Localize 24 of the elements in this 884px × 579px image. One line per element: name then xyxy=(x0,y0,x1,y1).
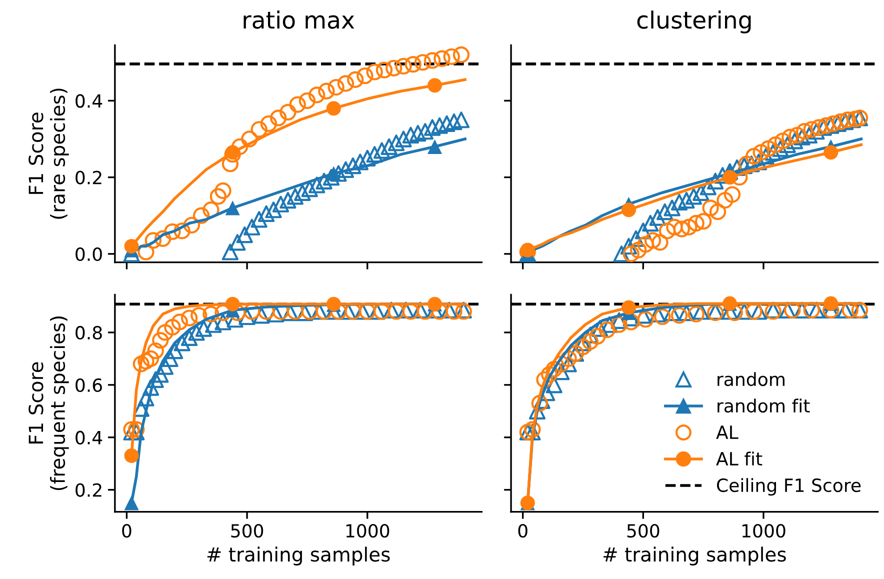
legend-label: Ceiling F1 Score xyxy=(716,478,861,496)
y-tick-label: 0.4 xyxy=(76,94,102,108)
chart-title: ratio max xyxy=(244,10,354,29)
legend-label: random fit xyxy=(718,398,810,413)
y-tick-label: 0.4 xyxy=(76,430,102,444)
x-tick-label: 0 xyxy=(518,524,528,538)
y-tick-label: 0.6 xyxy=(76,378,102,392)
legend-label: AL fit xyxy=(716,452,762,466)
y-axis-title: F1 Score (frequent species) xyxy=(28,316,69,490)
x-tick-label: 500 xyxy=(231,524,264,538)
legend-label: random xyxy=(718,372,784,386)
x-tick-label: 1000 xyxy=(346,524,390,538)
y-tick-label: 0.8 xyxy=(76,326,102,340)
y-tick-label: 0.0 xyxy=(76,247,102,262)
y-tick-label: 0.2 xyxy=(76,170,102,184)
x-axis-title: # training samples xyxy=(207,546,390,566)
y-axis-title: F1 Score (rare species) xyxy=(28,88,69,219)
chart-title: clustering xyxy=(637,10,751,34)
y-tick-label: 0.2 xyxy=(76,483,102,497)
x-tick-label: 1000 xyxy=(742,524,786,538)
x-tick-label: 0 xyxy=(122,524,132,538)
x-axis-title: # training samples xyxy=(604,546,786,566)
x-tick-label: 500 xyxy=(627,524,660,538)
legend-label: AL xyxy=(716,426,738,439)
